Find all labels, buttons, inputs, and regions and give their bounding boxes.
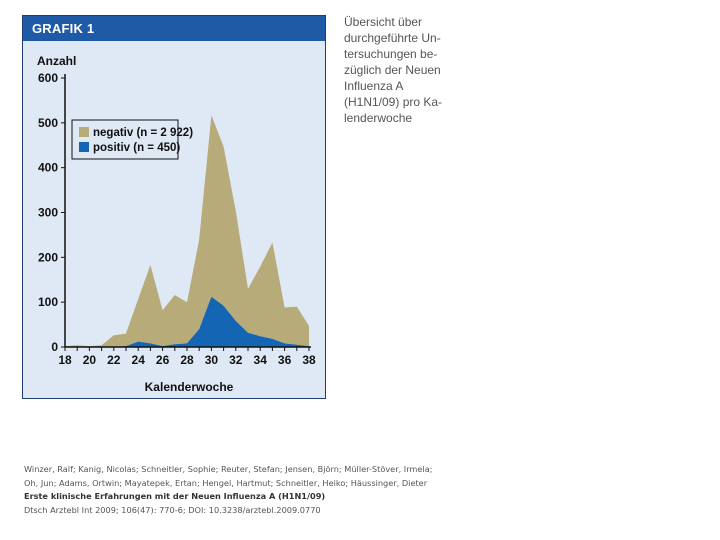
citation: Winzer, Ralf; Kanig, Nicolas; Schneitler… bbox=[24, 463, 464, 517]
caption-line: Übersicht über bbox=[344, 15, 423, 29]
x-tick-label: 28 bbox=[180, 353, 194, 367]
series-layer bbox=[65, 115, 309, 347]
axis-layer: Anzahl Kalenderwoche bbox=[37, 54, 311, 394]
tick-layer: 0 100 200 300 400 500 600 18 20 22 24 26 28 30 32 34 36 3… bbox=[38, 71, 316, 367]
caption-line: tersuchungen be- bbox=[344, 47, 438, 61]
x-tick-label: 30 bbox=[205, 353, 219, 367]
x-tick-label: 34 bbox=[254, 353, 268, 367]
y-tick-label: 400 bbox=[38, 161, 58, 175]
legend-label-positiv: positiv (n = 450) bbox=[93, 142, 180, 154]
y-tick-label: 300 bbox=[38, 206, 58, 220]
caption-line: lenderwoche bbox=[344, 111, 413, 125]
legend-label-negativ: negativ (n = 2 922) bbox=[93, 127, 193, 139]
y-tick-label: 200 bbox=[38, 250, 58, 264]
figure-caption: Übersicht über durchgeführte Un- tersuch… bbox=[344, 14, 444, 126]
chart-svg: Anzahl Kalenderwoche 0 100 200 300 400 500 600… bbox=[37, 54, 316, 394]
citation-authors: Winzer, Ralf; Kanig, Nicolas; Schneitler… bbox=[24, 464, 433, 474]
y-tick-label: 100 bbox=[38, 295, 58, 309]
series-area-negativ bbox=[65, 115, 309, 347]
caption-line: durchgeführte Un- bbox=[344, 31, 441, 45]
caption-line: Influenza A bbox=[344, 79, 404, 93]
x-tick-label: 20 bbox=[83, 353, 97, 367]
legend: negativ (n = 2 922) positiv (n = 450) bbox=[71, 119, 193, 160]
series-area-positiv bbox=[65, 296, 309, 347]
y-tick-label: 0 bbox=[51, 340, 58, 354]
figure-header: GRAFIK 1 bbox=[23, 16, 325, 41]
y-tick-label: 500 bbox=[38, 116, 58, 130]
figure-title: GRAFIK 1 bbox=[32, 21, 95, 36]
figure-frame: GRAFIK 1 Anzahl Kalenderwoche 0 100 200 300… bbox=[22, 15, 326, 399]
caption-line: (H1N1/09) pro Ka- bbox=[344, 95, 443, 109]
x-tick-label: 26 bbox=[156, 353, 170, 367]
citation-source: Dtsch Arztebl Int 2009; 106(47): 770-6; … bbox=[24, 504, 321, 515]
x-axis-label: Kalenderwoche bbox=[145, 380, 234, 394]
citation-authors: Oh, Jun; Adams, Ortwin; Mayatepek, Ertan… bbox=[24, 477, 428, 488]
x-tick-label: 32 bbox=[229, 353, 243, 367]
citation-title: Erste klinische Erfahrungen mit der Neue… bbox=[24, 491, 326, 502]
legend-box bbox=[71, 119, 179, 160]
chart-area: Anzahl Kalenderwoche 0 100 200 300 400 500 600… bbox=[23, 41, 325, 398]
x-tick-label: 38 bbox=[302, 353, 316, 367]
x-tick-label: 18 bbox=[58, 353, 72, 367]
x-tick-label: 36 bbox=[278, 353, 292, 367]
x-tick-label: 22 bbox=[107, 353, 121, 367]
y-axis-label: Anzahl bbox=[37, 54, 76, 68]
legend-swatch-positiv bbox=[79, 142, 89, 152]
legend-swatch-negativ bbox=[79, 127, 89, 137]
caption-line: züglich der Neuen bbox=[344, 63, 441, 77]
x-tick-label: 24 bbox=[132, 353, 146, 367]
y-tick-label: 600 bbox=[38, 71, 58, 85]
